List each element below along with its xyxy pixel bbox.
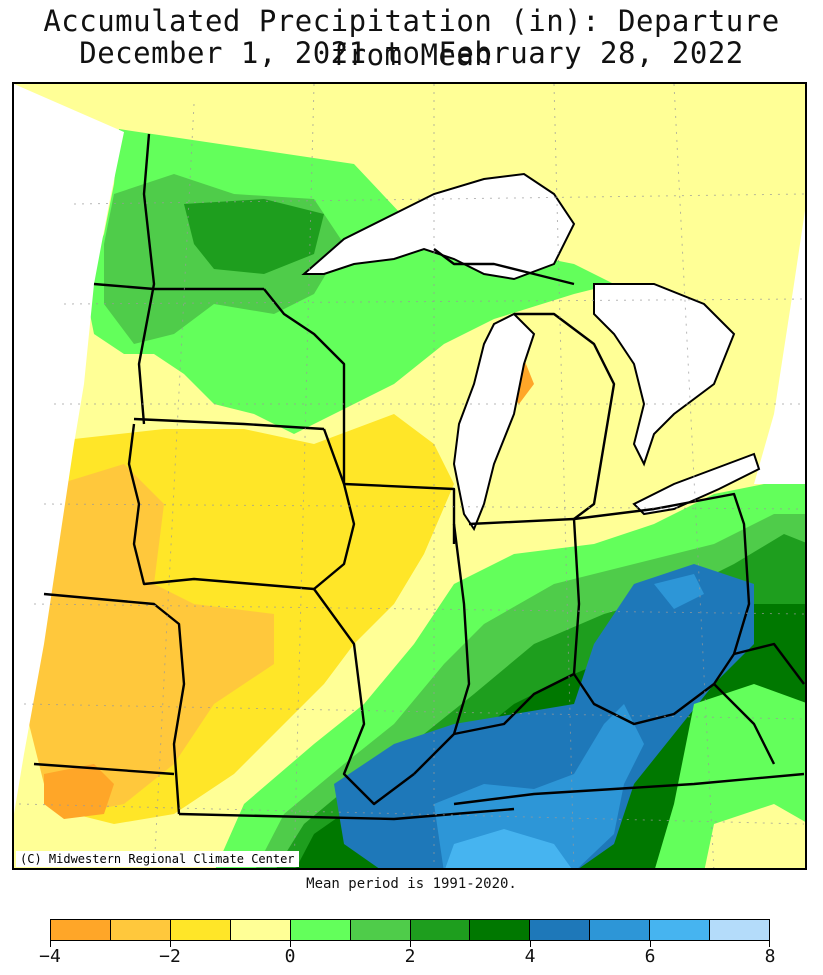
legend-bin-2 [170,920,231,940]
legend-tick-label-6: 8 [764,946,776,967]
legend-bin-7 [470,920,531,940]
legend-bin-1 [110,920,171,940]
legend-bin-5 [350,920,411,940]
graticule [18,84,805,868]
region-blue-dark [334,564,754,868]
map-corner-nw [14,84,805,814]
region-deep-orange-1 [44,764,114,819]
legend-tick-label-5: 6 [644,946,656,967]
legend-bin-10 [650,920,711,940]
legend-bin-8 [530,920,591,940]
region-blue-mid-2 [654,574,704,609]
legend-bin-11 [710,920,770,940]
lake-huron [593,283,736,467]
legend-tick-1 [170,941,171,947]
legend-bin-0 [51,920,111,940]
precipitation-map [12,82,807,870]
legend-tick-label-0: −4 [39,946,61,967]
legend-bin-4 [290,920,351,940]
legend-tick-2 [290,941,291,947]
credit-label: (C) Midwestern Regional Climate Center [16,851,299,867]
region-east-yellow [704,804,805,868]
region-blue-light [445,829,572,868]
legend-bin-9 [590,920,651,940]
map-corner-ne [754,210,805,484]
legend-colorbar [50,919,770,941]
legend-bin-3 [230,920,291,940]
region-north-dark-green [184,199,324,274]
legend-tick-label-1: −2 [159,946,181,967]
region-west-orange [24,464,274,814]
legend-bin-6 [410,920,471,940]
legend-tick-label-4: 4 [524,946,536,967]
legend-tick-label-2: 0 [284,946,296,967]
lake-erie [632,452,761,516]
legend-tick-6 [769,941,770,947]
map-date-range: December 1, 2021 to February 28, 2022 [79,36,744,70]
region-blue-mid [434,704,644,868]
legend-tick-5 [650,941,651,947]
map-title: Accumulated Precipitation (in): Departur… [43,4,780,72]
legend-tick-0 [50,941,51,947]
legend-tick-label-3: 2 [404,946,416,967]
legend-tick-3 [410,941,411,947]
legend-tick-4 [530,941,531,947]
lake-michigan [452,312,536,532]
legend-ticks [50,941,770,949]
mean-period-note: Mean period is 1991-2020. [306,876,517,892]
lake-superior [301,172,576,281]
